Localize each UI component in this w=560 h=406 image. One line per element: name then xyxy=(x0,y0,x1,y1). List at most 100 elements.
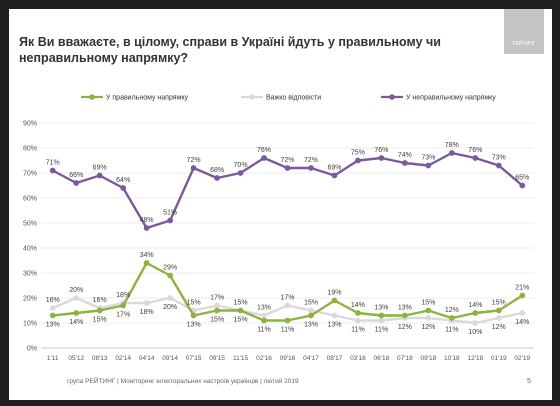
data-label-hard: 15% xyxy=(304,300,318,307)
data-point-wrong xyxy=(401,160,408,166)
data-point-right xyxy=(495,307,502,314)
data-label-hard: 13% xyxy=(327,322,341,329)
x-tick-label: 12'18 xyxy=(467,355,483,362)
x-tick-label: 09'14 xyxy=(162,355,178,362)
data-label-wrong: 72% xyxy=(280,157,294,164)
data-label-right: 14% xyxy=(69,319,83,326)
data-point-right xyxy=(237,307,244,314)
data-point-right xyxy=(378,312,385,319)
page-number: 5 xyxy=(527,378,531,385)
data-point-wrong xyxy=(472,155,479,161)
data-point-right xyxy=(308,312,314,319)
data-point-hard xyxy=(425,315,432,321)
data-label-right: 15% xyxy=(492,300,506,307)
line-chart: 0% 10% 20% 30% 40% 50% 60% 70% 80% 90% 1'11 05'12 08… xyxy=(23,94,534,362)
data-label-wrong: 74% xyxy=(398,152,412,159)
x-tick-label: 08'17 xyxy=(327,355,343,362)
x-tick-label: 02'14 xyxy=(115,355,131,362)
data-label-wrong: 76% xyxy=(374,147,388,154)
data-label-wrong: 71% xyxy=(46,160,60,167)
data-point-wrong xyxy=(331,172,338,179)
data-label-wrong: 76% xyxy=(257,147,271,154)
chart-title: Як Ви вважаєте, в цілому, справи в Украї… xyxy=(19,35,441,65)
data-point-right xyxy=(49,312,56,319)
data-point-hard xyxy=(284,302,291,309)
data-label-right: 34% xyxy=(140,252,154,259)
y-tick-label: 60% xyxy=(23,196,37,203)
data-point-wrong xyxy=(308,165,314,171)
x-tick-label: 04'14 xyxy=(139,355,155,362)
data-label-wrong: 70% xyxy=(234,162,248,169)
data-point-wrong xyxy=(167,217,174,224)
x-tick-label: 11'15 xyxy=(233,355,249,362)
data-label-wrong: 66% xyxy=(69,172,83,179)
data-point-wrong xyxy=(143,225,150,231)
data-point-wrong xyxy=(214,175,220,181)
x-tick-label: 1'11 xyxy=(47,355,59,362)
data-point-right xyxy=(120,302,127,309)
data-label-hard: 15% xyxy=(187,300,201,307)
data-label-wrong: 65% xyxy=(515,175,529,182)
data-label-hard: 15% xyxy=(234,317,248,324)
logo: РЕЙТИНГ xyxy=(504,9,544,54)
data-point-hard xyxy=(331,312,338,319)
data-label-hard: 16% xyxy=(46,297,60,304)
data-point-wrong xyxy=(261,155,267,161)
data-label-hard: 10% xyxy=(468,329,482,336)
data-label-wrong: 68% xyxy=(210,167,224,174)
data-point-hard xyxy=(143,300,150,306)
data-point-right xyxy=(261,317,267,324)
data-label-right: 14% xyxy=(468,302,482,309)
y-tick-label: 10% xyxy=(23,321,37,328)
data-point-wrong xyxy=(49,167,56,174)
data-point-right xyxy=(425,307,432,314)
data-label-right: 13% xyxy=(187,322,201,329)
slide: Як Ви вважаєте, в цілому, справи в Украї… xyxy=(9,9,552,400)
data-label-hard: 20% xyxy=(69,287,83,294)
data-label-right: 15% xyxy=(421,300,435,307)
data-label-right: 13% xyxy=(374,305,388,312)
x-tick-label: 03'18 xyxy=(350,355,366,362)
y-tick-label: 20% xyxy=(23,296,37,303)
data-label-wrong: 51% xyxy=(163,210,177,217)
data-label-hard: 16% xyxy=(93,297,107,304)
x-tick-label: 09'15 xyxy=(209,355,225,362)
data-label-hard: 14% xyxy=(515,319,529,326)
x-tick-label: 08'13 xyxy=(92,355,108,362)
data-point-hard xyxy=(49,305,56,311)
data-label-right: 11% xyxy=(257,327,271,334)
data-point-right xyxy=(167,272,174,279)
data-point-wrong xyxy=(355,157,361,164)
data-point-hard xyxy=(378,317,385,324)
data-label-wrong: 64% xyxy=(116,177,130,184)
data-point-hard xyxy=(355,317,361,324)
data-label-hard: 17% xyxy=(280,295,294,302)
data-point-hard xyxy=(495,315,502,321)
data-label-wrong: 73% xyxy=(421,155,435,162)
legend-marker-hard xyxy=(249,94,255,100)
data-label-right: 13% xyxy=(398,305,412,312)
y-tick-label: 40% xyxy=(23,246,37,253)
x-tick-label: 06'18 xyxy=(374,355,390,362)
data-point-right xyxy=(472,310,479,316)
legend-label-right: У правильному напрямку xyxy=(106,95,189,102)
data-label-hard: 11% xyxy=(445,327,459,334)
data-point-wrong xyxy=(378,155,385,161)
x-tick-label: 02'16 xyxy=(256,355,272,362)
data-point-hard xyxy=(261,312,267,319)
data-label-wrong: 73% xyxy=(492,155,506,162)
data-point-hard xyxy=(73,295,80,301)
data-label-hard: 12% xyxy=(492,324,506,331)
data-label-hard: 11% xyxy=(351,327,365,334)
data-label-wrong: 48% xyxy=(140,217,154,224)
y-tick-label: 70% xyxy=(23,171,37,178)
data-label-right: 15% xyxy=(234,300,248,307)
data-label-wrong: 76% xyxy=(468,147,482,154)
data-label-right: 15% xyxy=(93,317,107,324)
data-label-wrong: 72% xyxy=(304,157,318,164)
y-tick-label: 30% xyxy=(23,271,37,278)
data-label-right: 13% xyxy=(46,322,60,329)
data-point-wrong xyxy=(448,150,455,156)
data-label-right: 14% xyxy=(351,302,365,309)
data-label-right: 13% xyxy=(304,322,318,329)
